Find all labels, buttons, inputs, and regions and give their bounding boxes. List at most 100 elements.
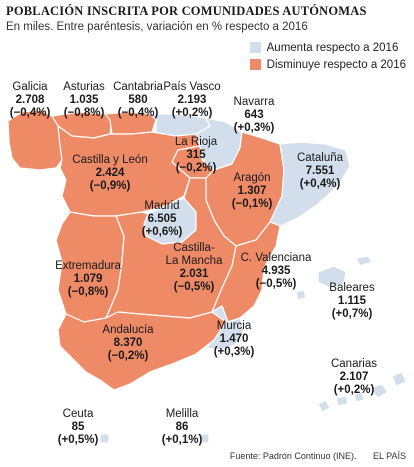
region-change: (−0,8%) <box>67 286 109 298</box>
region-baleares-ibiza <box>295 289 307 301</box>
region-label-andalucia: Andalucía 8.370 (−0,2%) <box>102 324 153 363</box>
region-change: (+0,3%) <box>233 122 275 134</box>
region-label-cataluna: Cataluña 7.551 (+0,4%) <box>297 152 343 191</box>
legend: Aumenta respecto a 2016 Disminuye respec… <box>249 39 406 73</box>
region-name: Murcia <box>216 320 252 332</box>
source-line: Fuente: Padrón Continuo (INE). EL PAÍS <box>230 451 406 461</box>
region-change: (−0,5%) <box>173 281 215 293</box>
region-value: 2.708 <box>15 94 45 106</box>
region-name: Andalucía <box>102 324 154 336</box>
region-c-valenciana <box>211 221 281 323</box>
legend-item-increase: Aumenta respecto a 2016 <box>249 39 406 56</box>
region-label-navarra: Navarra 643 (+0,3%) <box>234 96 275 135</box>
region-label-asturias: Asturias 1.035 (−0,8%) <box>63 81 105 120</box>
region-canarias-4 <box>369 383 389 399</box>
region-change: (−0,4%) <box>9 107 51 119</box>
region-name: Extremadura <box>55 260 121 272</box>
region-canarias-3 <box>353 391 365 403</box>
region-ceuta <box>99 433 110 444</box>
region-label-baleares: Baleares 1.115 (+0,7%) <box>329 282 374 321</box>
legend-item-decrease: Disminuye respecto a 2016 <box>249 56 406 73</box>
region-change: (−0,4%) <box>117 107 159 119</box>
region-value: 1.079 <box>73 273 103 285</box>
region-value: 1.307 <box>237 185 267 197</box>
region-melilla <box>199 433 210 444</box>
region-value: 86 <box>175 421 189 433</box>
region-label-pais-vasco: País Vasco 2.193 (+0,2%) <box>163 81 220 120</box>
region-baleares-mallorca <box>317 265 347 289</box>
region-change: (+0,3%) <box>213 346 255 358</box>
region-change: (+0,1%) <box>161 434 203 446</box>
region-label-melilla: Melilla 86 (+0,1%) <box>162 408 203 447</box>
region-change: (+0,4%) <box>299 178 341 190</box>
region-value: 1.115 <box>337 295 367 307</box>
region-name: La Rioja <box>174 136 218 148</box>
region-name: Asturias <box>63 81 105 93</box>
region-change: (−0,1%) <box>231 198 273 210</box>
region-name: Castilla y León <box>72 154 148 166</box>
region-cataluna <box>269 141 351 227</box>
region-label-canarias: Canarias 2.107 (+0,2%) <box>331 358 377 397</box>
region-label-madrid: Madrid 6.505 (+0,6%) <box>142 200 183 239</box>
legend-swatch-decrease <box>249 59 261 70</box>
legend-label-decrease: Disminuye respecto a 2016 <box>266 58 406 71</box>
region-change: (−0,9%) <box>89 180 131 192</box>
legend-label-increase: Aumenta respecto a 2016 <box>266 41 399 54</box>
region-change: (+0,2%) <box>333 384 375 396</box>
region-value: 85 <box>71 421 85 433</box>
region-canarias-1 <box>317 399 331 413</box>
region-name: Cataluña <box>296 152 344 164</box>
region-name: Galicia <box>12 81 48 93</box>
region-change: (−0,5%) <box>255 278 297 290</box>
map-subtitle: En miles. Entre paréntesis, variación en… <box>6 21 308 33</box>
region-name: Cantabria <box>113 81 163 93</box>
region-name: C. Valenciana <box>240 252 312 264</box>
region-value: 4.935 <box>261 265 291 277</box>
region-name: Castilla- <box>173 242 215 254</box>
region-change: (+0,2%) <box>171 107 213 119</box>
region-value: 643 <box>244 109 264 121</box>
region-baleares-menorca <box>355 255 373 267</box>
region-value: 2.107 <box>339 371 369 383</box>
source-text: Fuente: Padrón Continuo (INE). <box>229 451 357 461</box>
region-name: Baleares <box>329 282 375 294</box>
map-title: POBLACIÓN INSCRITA POR COMUNIDADES AUTÓN… <box>6 4 367 18</box>
region-murcia <box>205 305 245 351</box>
region-name: País Vasco <box>163 81 221 93</box>
region-name: Madrid <box>144 200 180 212</box>
region-change: (−0,2%) <box>107 350 149 362</box>
region-value: 6.505 <box>147 213 177 225</box>
region-name: Melilla <box>165 408 199 420</box>
region-change: (+0,7%) <box>331 308 373 320</box>
legend-swatch-increase <box>249 42 261 53</box>
region-value: 2.424 <box>95 167 125 179</box>
region-label-ceuta: Ceuta 85 (+0,5%) <box>58 408 99 447</box>
region-label-cantabria: Cantabria 580 (−0,4%) <box>113 81 163 120</box>
region-name: Aragón <box>233 172 271 184</box>
region-value: 1.470 <box>219 333 249 345</box>
region-label-la-rioja: La Rioja 315 (−0,2%) <box>175 136 217 175</box>
region-value: 315 <box>186 149 206 161</box>
region-value: 8.370 <box>113 337 143 349</box>
region-value: 7.551 <box>305 165 335 177</box>
region-value: 1.035 <box>69 94 99 106</box>
region-name: Navarra <box>233 96 275 108</box>
region-change: (−0,2%) <box>175 162 217 174</box>
region-label-castilla-la-mancha: Castilla- La Mancha 2.031 (−0,5%) <box>166 242 223 294</box>
region-change: (+0,5%) <box>57 434 99 446</box>
region-canarias-2 <box>335 395 349 407</box>
region-label-extremadura: Extremadura 1.079 (−0,8%) <box>55 260 121 299</box>
region-value: 580 <box>128 94 148 106</box>
region-label-murcia: Murcia 1.470 (+0,3%) <box>214 320 255 359</box>
region-andalucia <box>57 305 227 391</box>
region-label-c-valenciana: C. Valenciana 4.935 (−0,5%) <box>241 252 312 291</box>
region-label-castilla-leon: Castilla y León 2.424 (−0,9%) <box>72 154 147 193</box>
region-name: La Mancha <box>165 255 223 267</box>
region-name: Ceuta <box>62 408 94 420</box>
region-change: (−0,8%) <box>63 107 105 119</box>
region-change: (+0,6%) <box>141 226 183 238</box>
region-label-aragon: Aragón 1.307 (−0,1%) <box>232 172 273 211</box>
region-label-galicia: Galicia 2.708 (−0,4%) <box>10 81 51 120</box>
region-name: Canarias <box>330 358 378 370</box>
publisher-text: EL PAÍS <box>372 451 406 461</box>
